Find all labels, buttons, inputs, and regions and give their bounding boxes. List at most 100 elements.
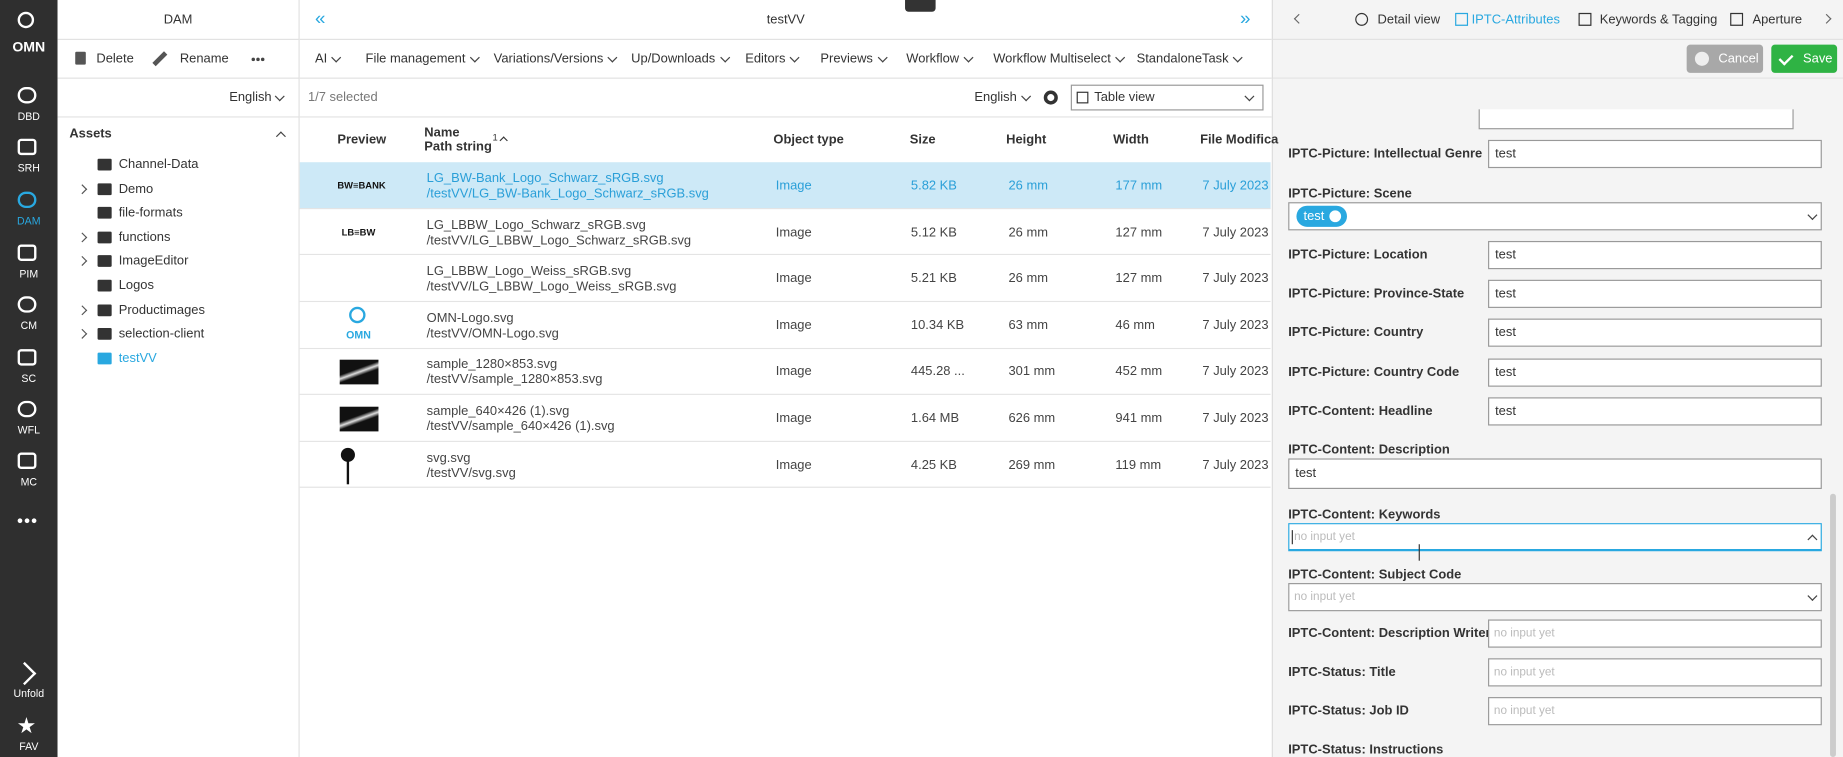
table-row[interactable] bbox=[299, 208, 1271, 256]
more-dot[interactable] bbox=[31, 518, 37, 524]
column-header[interactable]: File Modifica bbox=[1200, 132, 1279, 147]
more-dot[interactable] bbox=[17, 518, 23, 524]
tab-icon[interactable] bbox=[1355, 12, 1369, 26]
save-label[interactable]: Save bbox=[1803, 51, 1833, 66]
tab-icon[interactable] bbox=[1455, 12, 1469, 26]
field-box[interactable] bbox=[1288, 202, 1822, 231]
view-select[interactable] bbox=[1070, 84, 1264, 111]
folder-icon[interactable] bbox=[97, 303, 112, 316]
tree-item[interactable]: selection-client bbox=[118, 327, 205, 342]
folder-icon[interactable] bbox=[97, 279, 112, 292]
menu-item[interactable]: Up/Downloads bbox=[631, 51, 716, 66]
collapse-left[interactable]: « bbox=[315, 9, 326, 30]
table-row[interactable] bbox=[299, 441, 1271, 489]
menu-item[interactable]: AI bbox=[315, 51, 328, 66]
more-dot[interactable] bbox=[24, 518, 30, 524]
field-box[interactable] bbox=[1488, 240, 1822, 270]
cancel-label[interactable]: Cancel bbox=[1718, 51, 1759, 66]
tab[interactable]: Aperture bbox=[1752, 12, 1803, 28]
folder-icon[interactable] bbox=[97, 352, 112, 365]
nav-label[interactable]: WFL bbox=[17, 424, 40, 437]
unfold-label[interactable]: Unfold bbox=[13, 687, 45, 700]
menu-item[interactable]: Workflow Multiselect bbox=[993, 51, 1111, 66]
tree-item[interactable]: Productimages bbox=[118, 302, 205, 317]
delete-button[interactable]: Delete bbox=[96, 51, 134, 66]
field-box[interactable] bbox=[1288, 523, 1822, 552]
column-header[interactable]: Width bbox=[1113, 132, 1149, 147]
nav-icon[interactable] bbox=[17, 86, 37, 104]
file-name[interactable]: LG_LBBW_Logo_Schwarz_sRGB.svg bbox=[426, 218, 646, 233]
folder-icon[interactable] bbox=[97, 328, 112, 340]
file-name[interactable]: sample_1280×853.svg bbox=[426, 357, 558, 372]
folder-icon[interactable] bbox=[97, 182, 112, 195]
scrollbar[interactable] bbox=[1830, 493, 1836, 757]
field-box[interactable] bbox=[1488, 139, 1822, 169]
table-row[interactable] bbox=[299, 255, 1271, 303]
nav-label[interactable]: DBD bbox=[17, 110, 40, 123]
collapse-right[interactable]: » bbox=[1240, 9, 1251, 30]
menu-item[interactable]: File management bbox=[365, 51, 466, 66]
field-box[interactable] bbox=[1488, 658, 1822, 687]
save-button[interactable] bbox=[1771, 44, 1838, 73]
table-row[interactable] bbox=[299, 302, 1271, 349]
rename-button[interactable]: Rename bbox=[179, 51, 229, 66]
nav-icon[interactable] bbox=[17, 244, 37, 261]
file-path[interactable]: /testVV/OMN-Logo.svg bbox=[426, 326, 559, 341]
field-box[interactable] bbox=[1488, 358, 1822, 387]
field-box[interactable] bbox=[1488, 279, 1822, 308]
field-box[interactable] bbox=[1488, 397, 1822, 426]
column-header[interactable]: Size bbox=[909, 132, 936, 147]
menu-item[interactable]: Previews bbox=[820, 51, 873, 66]
tree-item[interactable]: Channel-Data bbox=[118, 157, 199, 172]
column-header[interactable]: Object type bbox=[773, 132, 844, 147]
nav-icon[interactable] bbox=[17, 296, 37, 313]
tree-item[interactable]: Logos bbox=[118, 278, 154, 293]
nav-label[interactable]: SC bbox=[21, 372, 37, 385]
column-header[interactable]: Path string bbox=[424, 139, 492, 154]
tree-item[interactable]: functions bbox=[118, 230, 171, 245]
menu-item[interactable]: Editors bbox=[745, 51, 786, 66]
more-dot[interactable] bbox=[251, 57, 256, 62]
table-row[interactable] bbox=[299, 348, 1271, 396]
nav-icon[interactable] bbox=[17, 452, 37, 470]
file-name[interactable]: LG_LBBW_Logo_Weiss_sRGB.svg bbox=[426, 264, 632, 279]
nav-label[interactable]: CM bbox=[20, 319, 38, 332]
tab[interactable]: Detail view bbox=[1377, 12, 1441, 28]
nav-icon[interactable] bbox=[17, 191, 37, 209]
tab[interactable]: IPTC-Attributes bbox=[1471, 12, 1560, 28]
sort-indicator[interactable]: 1 bbox=[492, 132, 498, 143]
table-row[interactable] bbox=[299, 395, 1271, 442]
window-handle[interactable] bbox=[905, 0, 936, 12]
file-name[interactable]: svg.svg bbox=[426, 450, 471, 466]
column-header[interactable]: Preview bbox=[337, 132, 387, 147]
language-select[interactable]: English bbox=[974, 90, 1017, 105]
folder-icon[interactable] bbox=[97, 255, 112, 268]
menu-item[interactable]: Workflow bbox=[906, 51, 960, 66]
field-box[interactable] bbox=[1488, 697, 1822, 726]
nav-label[interactable]: DAM bbox=[17, 215, 41, 227]
nav-icon[interactable] bbox=[17, 138, 37, 156]
tree-item[interactable]: Demo bbox=[118, 181, 154, 196]
tab-icon[interactable] bbox=[1578, 12, 1592, 26]
nav-icon[interactable] bbox=[17, 400, 37, 418]
field-box[interactable] bbox=[1288, 458, 1822, 489]
tab[interactable]: Keywords & Tagging bbox=[1599, 12, 1718, 28]
tree-item[interactable]: file-formats bbox=[118, 205, 183, 221]
table-row[interactable] bbox=[299, 162, 1271, 209]
field-box[interactable] bbox=[1488, 318, 1822, 347]
file-path[interactable]: /testVV/sample_640×426 (1).svg bbox=[426, 419, 615, 434]
file-path[interactable]: /testVV/LG_BW-Bank_Logo_Schwarz_sRGB.svg bbox=[426, 186, 709, 202]
more-dot[interactable] bbox=[256, 57, 260, 62]
delete-icon[interactable] bbox=[75, 51, 86, 65]
settings-icon[interactable] bbox=[1043, 90, 1058, 105]
nav-label[interactable]: PIM bbox=[19, 268, 39, 280]
menu-item[interactable]: Variations/Versions bbox=[493, 51, 604, 66]
field-box[interactable] bbox=[1288, 583, 1822, 612]
tab-icon[interactable] bbox=[1730, 12, 1744, 26]
file-name[interactable]: sample_640×426 (1).svg bbox=[426, 404, 570, 419]
more-dot[interactable] bbox=[260, 57, 265, 62]
menu-item[interactable]: StandaloneTask bbox=[1136, 51, 1229, 66]
view-label[interactable]: Table view bbox=[1094, 90, 1155, 105]
chip-remove[interactable] bbox=[1329, 210, 1342, 223]
field-box[interactable] bbox=[1488, 619, 1822, 648]
